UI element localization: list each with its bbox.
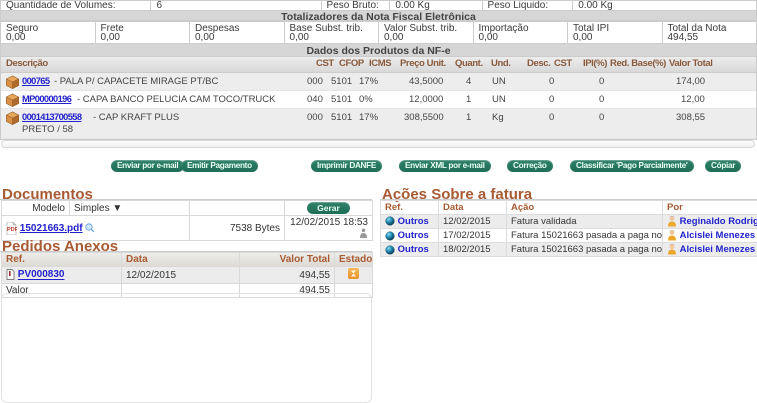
- svg-text:PDF: PDF: [7, 227, 17, 233]
